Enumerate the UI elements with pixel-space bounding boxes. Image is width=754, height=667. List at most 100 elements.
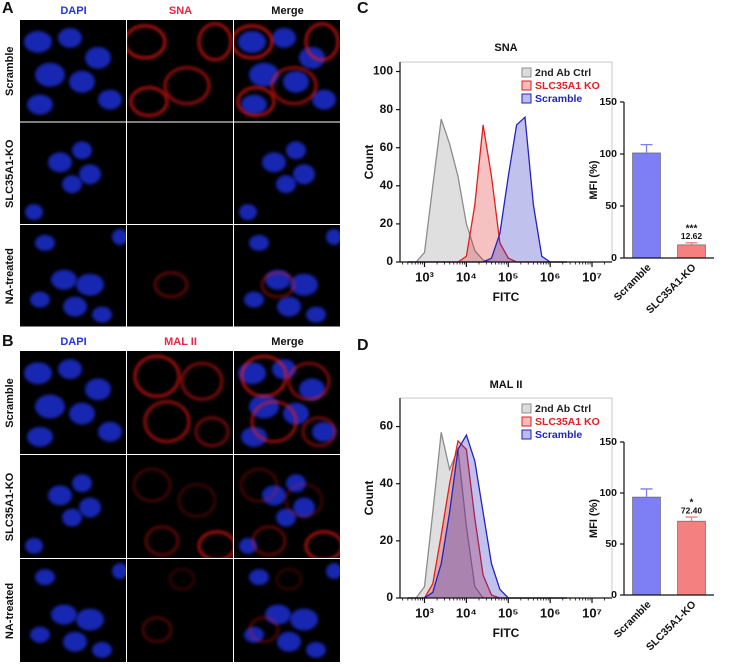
x-tick-label: 10⁴ <box>456 269 477 284</box>
nucleus <box>276 175 296 194</box>
membrane-stain <box>251 525 287 556</box>
micrograph-bg <box>127 559 233 662</box>
nucleus <box>277 631 301 652</box>
x-tick-label: 10³ <box>415 269 434 284</box>
y-tick-label: 100 <box>599 487 617 499</box>
chart-title: SNA <box>494 42 517 54</box>
row-label: NA-treated <box>4 248 16 304</box>
membrane-stain <box>301 416 337 447</box>
significance: * <box>690 498 694 509</box>
y-tick-label: 0 <box>386 590 393 604</box>
nucleus <box>272 27 296 48</box>
nucleus <box>286 474 306 493</box>
nucleus <box>249 62 279 87</box>
membrane-stain <box>127 24 167 59</box>
membrane-stain <box>144 525 180 556</box>
column-label: Merge <box>271 5 303 17</box>
nucleus <box>25 204 43 221</box>
nucleus <box>286 141 306 160</box>
row-label: SLC35A1-KO <box>4 472 16 541</box>
micrograph <box>20 559 126 662</box>
nucleus <box>241 426 267 447</box>
nucleus <box>63 296 87 317</box>
y-tick-label: 0 <box>386 254 393 268</box>
membrane-stain <box>236 86 276 117</box>
membrane-stain <box>177 483 217 518</box>
nucleus <box>277 296 301 317</box>
nucleus <box>85 46 111 69</box>
nucleus <box>306 641 326 658</box>
membrane-stain <box>180 362 224 401</box>
y-tick-label: 20 <box>380 216 394 230</box>
nucleus <box>24 30 52 53</box>
row-label: SLC35A1-KO <box>4 139 16 208</box>
nucleus <box>79 497 101 518</box>
nucleus <box>249 394 279 419</box>
column-label: DAPI <box>60 336 86 348</box>
chart-title: MAL II <box>490 379 523 391</box>
y-tick-label: 60 <box>380 419 394 433</box>
membrane-stain <box>239 468 279 503</box>
legend-swatch <box>521 80 532 91</box>
x-tick-label: 10³ <box>415 605 434 620</box>
micrograph <box>234 351 340 454</box>
membrane-stain <box>287 362 331 401</box>
y-tick-label: 50 <box>605 538 617 550</box>
nucleus <box>290 608 318 631</box>
micrograph <box>20 455 126 558</box>
nucleus <box>72 474 92 493</box>
x-axis-label: FITC <box>493 626 520 640</box>
membrane-stain <box>250 400 298 443</box>
nucleus <box>51 269 77 290</box>
micrograph <box>20 225 126 327</box>
x-tick-label: 10⁷ <box>582 605 602 620</box>
x-tick-label: 10⁵ <box>498 605 519 620</box>
value-label: 72.40 <box>681 505 703 515</box>
nucleus <box>98 89 122 110</box>
membrane-stain <box>163 66 211 105</box>
nucleus <box>239 204 257 221</box>
y-tick-label: 60 <box>380 140 394 154</box>
significance: *** <box>686 223 698 234</box>
y-tick-label: 100 <box>599 148 617 160</box>
nucleus <box>299 46 325 69</box>
nucleus <box>62 175 82 194</box>
y-tick-label: 50 <box>605 200 617 212</box>
nucleus <box>35 62 65 87</box>
y-tick-label: 150 <box>599 96 617 108</box>
membrane-stain <box>141 616 173 643</box>
x-tick-label: 10⁴ <box>456 605 477 620</box>
error-bar <box>685 516 698 522</box>
nucleus <box>76 273 104 296</box>
nucleus <box>312 89 336 110</box>
nucleus <box>241 94 267 115</box>
membrane-stain <box>304 22 340 61</box>
nucleus <box>262 152 286 173</box>
x-tick-label: 10⁷ <box>582 269 602 284</box>
membrane-stain <box>133 355 181 398</box>
legend-label: 2nd Ab Ctrl <box>535 67 591 79</box>
membrane-stain <box>248 616 280 643</box>
nucleus <box>98 421 122 442</box>
y-axis-label: Count <box>362 145 376 180</box>
nucleus <box>312 421 336 442</box>
membrane-stain <box>275 568 303 591</box>
nucleus <box>76 608 104 631</box>
nucleus <box>35 234 55 251</box>
panel-label: B <box>2 333 14 350</box>
micrograph <box>234 122 340 224</box>
error-bar <box>640 488 653 498</box>
membrane-stain <box>197 530 233 558</box>
row-label: NA-treated <box>4 583 16 639</box>
column-label: SNA <box>169 5 192 17</box>
legend-swatch <box>521 403 532 414</box>
membrane-stain <box>168 568 196 591</box>
nucleus <box>63 631 87 652</box>
legend-label: SLC35A1 KO <box>535 416 600 428</box>
membrane-stain <box>240 355 288 398</box>
nucleus <box>62 508 82 527</box>
x-tick-label: Scramble <box>612 598 654 640</box>
membrane-stain <box>304 530 340 558</box>
value-label: 12.62 <box>681 231 703 241</box>
nucleus <box>51 604 77 625</box>
